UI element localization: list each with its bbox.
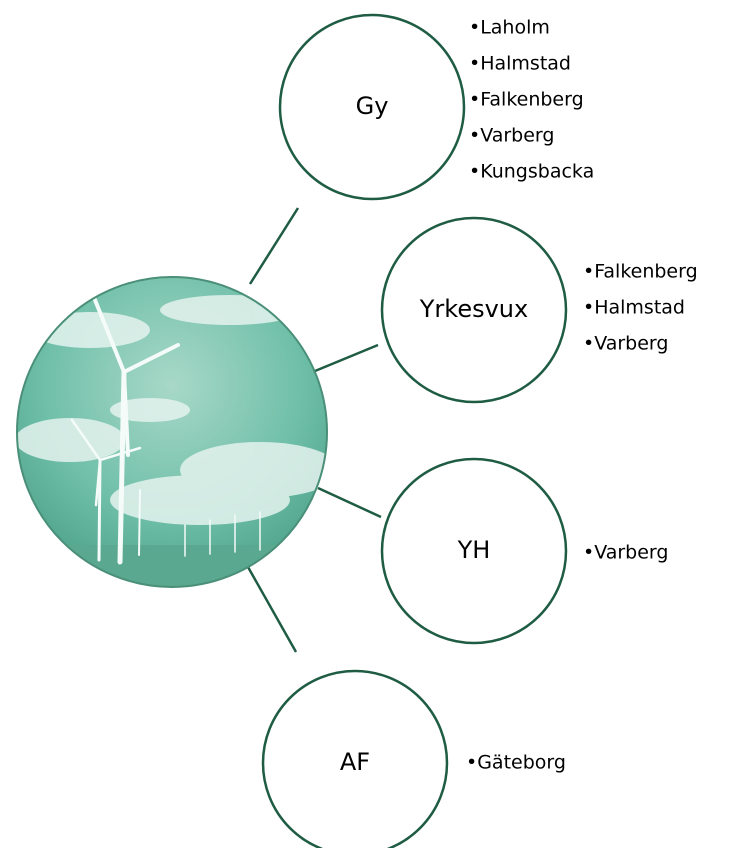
connector [318, 488, 381, 517]
node-label: YH [457, 536, 491, 564]
list-item: •Varberg [583, 542, 668, 564]
list-item: •Halmstad [469, 53, 571, 75]
list-item: •Varberg [469, 125, 554, 147]
node: AF •Gäteborg [263, 671, 566, 848]
node: Yrkesvux •Falkenberg •Halmstad •Varberg [382, 218, 698, 402]
node-label: Yrkesvux [419, 295, 528, 323]
list-item: •Gäteborg [466, 752, 566, 774]
connector [250, 208, 298, 284]
list-item: •Laholm [469, 17, 550, 39]
hub-image [15, 277, 340, 595]
diagram: Gy •Laholm •Halmstad •Falkenberg •Varberg •Ku… [0, 0, 734, 848]
node-label: AF [340, 748, 370, 776]
list-item: •Halmstad [583, 297, 685, 319]
node: YH •Varberg [382, 459, 668, 643]
connector [248, 567, 296, 652]
list-item: •Falkenberg [583, 261, 698, 283]
node-label: Gy [356, 92, 389, 120]
nodes: Gy •Laholm •Halmstad •Falkenberg •Varberg •Ku… [263, 15, 698, 848]
list-item: •Varberg [583, 333, 668, 355]
connector [315, 345, 378, 371]
list-item: •Kungsbacka [469, 161, 594, 183]
node: Gy •Laholm •Halmstad •Falkenberg •Varberg •Ku… [280, 15, 594, 199]
list-item: •Falkenberg [469, 89, 584, 111]
